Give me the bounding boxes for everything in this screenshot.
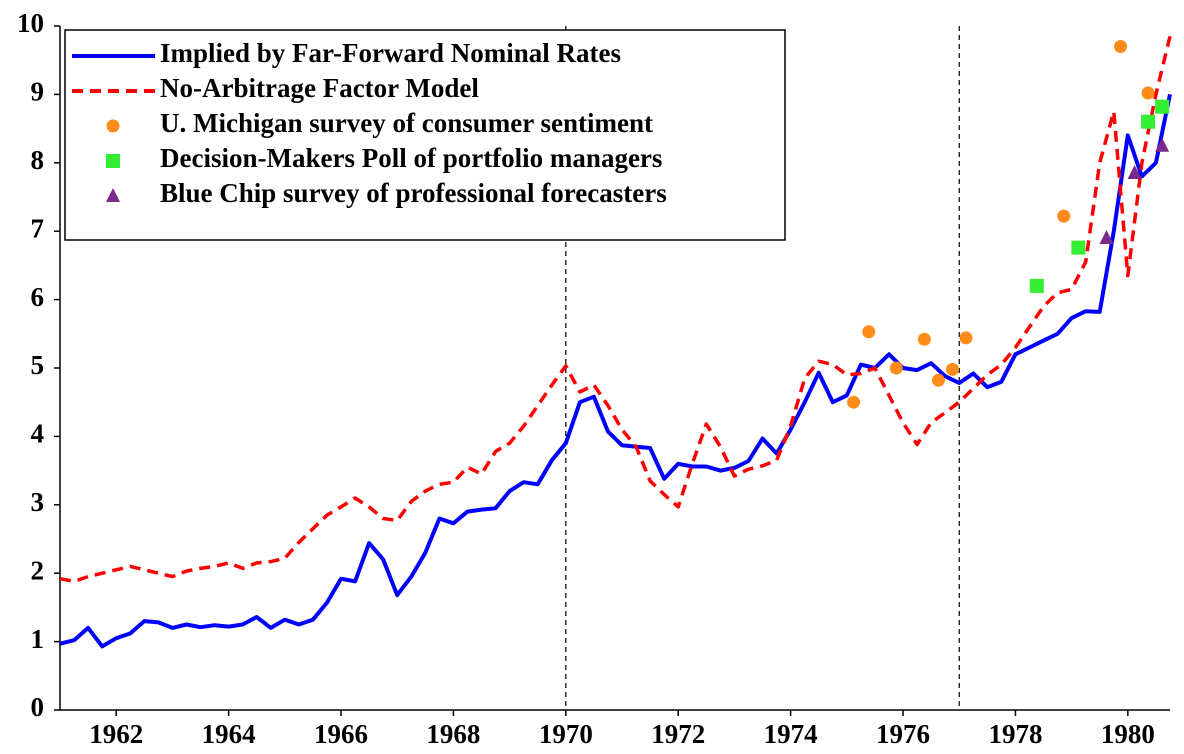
legend-label: Implied by Far-Forward Nominal Rates	[160, 38, 621, 68]
y-tick-label: 9	[31, 77, 45, 107]
scatter-point	[1029, 278, 1044, 293]
scatter-point	[917, 332, 931, 346]
x-tick-label: 1968	[426, 719, 480, 749]
scatter-point	[1127, 165, 1142, 180]
legend-label: No-Arbitrage Factor Model	[160, 73, 479, 103]
scatter-point	[1141, 114, 1156, 129]
scatter-point	[1141, 86, 1155, 100]
scatter-point	[959, 331, 973, 345]
x-tick-label: 1974	[764, 719, 818, 749]
scatter-point	[889, 361, 903, 375]
scatter-point	[1114, 40, 1128, 54]
scatter-point	[1071, 240, 1086, 255]
series-line	[59, 93, 1172, 649]
scatter-point	[945, 362, 959, 376]
x-tick-label: 1966	[314, 719, 368, 749]
y-tick-label: 7	[31, 213, 45, 243]
x-tick-label: 1972	[651, 719, 705, 749]
scatter-point	[1155, 99, 1170, 114]
scatter-point	[847, 395, 861, 409]
y-tick-label: 3	[31, 487, 45, 517]
legend-label: U. Michigan survey of consumer sentiment	[160, 108, 653, 138]
series-line	[59, 35, 1172, 584]
x-tick-label: 1978	[988, 719, 1042, 749]
x-tick-label: 1970	[539, 719, 593, 749]
scatter-point	[106, 119, 120, 133]
y-tick-label: 6	[31, 282, 45, 312]
x-tick-label: 1964	[202, 719, 256, 749]
y-tick-label: 5	[31, 350, 45, 380]
x-tick-label: 1976	[876, 719, 930, 749]
scatter-point	[1155, 137, 1170, 152]
scatter-point	[1057, 209, 1071, 223]
x-tick-label: 1962	[89, 719, 143, 749]
x-tick-label: 1980	[1101, 719, 1155, 749]
y-tick-label: 1	[31, 624, 45, 654]
legend-box	[64, 29, 786, 241]
y-tick-label: 8	[31, 145, 45, 175]
y-tick-label: 4	[31, 419, 45, 449]
scatter-point	[931, 373, 945, 387]
scatter-point	[106, 154, 120, 168]
legend-label: Decision-Makers Poll of portfolio manage…	[160, 143, 662, 173]
scatter-point	[1099, 230, 1114, 245]
scatter-point	[106, 188, 120, 202]
y-tick-label: 10	[17, 8, 44, 38]
y-tick-label: 2	[31, 555, 45, 585]
scatter-point	[862, 325, 876, 339]
legend-label: Blue Chip survey of professional forecas…	[160, 178, 667, 208]
y-tick-label: 0	[31, 692, 45, 722]
